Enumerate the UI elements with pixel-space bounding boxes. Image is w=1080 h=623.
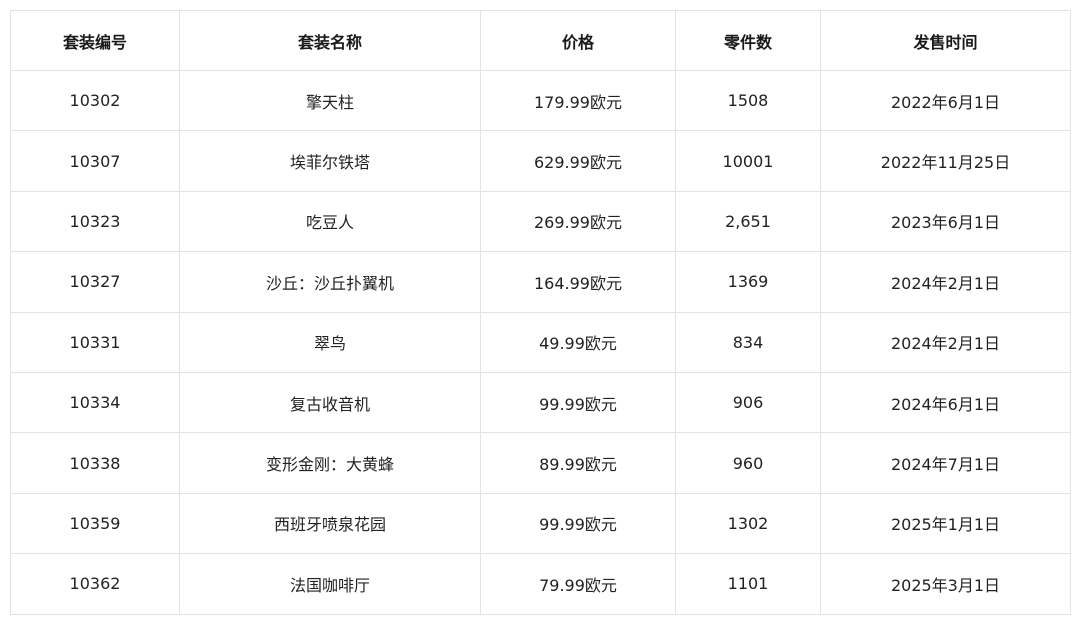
cell-set-name: 西班牙喷泉花园: [179, 492, 481, 555]
cell-price: 179.99欧元: [480, 69, 676, 132]
cell-set-number: 10331: [10, 311, 180, 373]
cell-set-number: 10327: [10, 251, 180, 313]
cell-price: 164.99欧元: [480, 251, 676, 313]
cell-price: 99.99欧元: [480, 371, 676, 434]
cell-release-date: 2025年1月1日: [820, 492, 1071, 555]
cell-set-name: 翠鸟: [179, 311, 481, 373]
column-header-set-name: 套装名称: [179, 10, 481, 71]
column-header-release-date: 发售时间: [820, 10, 1071, 71]
table-row: 10362 法国咖啡厅 79.99欧元 1101 2025年3月1日: [10, 553, 1071, 615]
column-header-set-number: 套装编号: [10, 10, 180, 71]
cell-release-date: 2024年2月1日: [820, 311, 1071, 373]
cell-set-number: 10302: [10, 69, 180, 132]
cell-release-date: 2024年6月1日: [820, 371, 1071, 434]
cell-piece-count: 1508: [675, 69, 821, 132]
column-header-piece-count: 零件数: [675, 10, 821, 71]
table-row: 10307 埃菲尔铁塔 629.99欧元 10001 2022年11月25日: [10, 130, 1071, 192]
cell-set-number: 10359: [10, 492, 180, 555]
cell-price: 79.99欧元: [480, 553, 676, 615]
cell-piece-count: 906: [675, 371, 821, 434]
table-row: 10323 吃豆人 269.99欧元 2,651 2023年6月1日: [10, 190, 1071, 253]
table-row: 10334 复古收音机 99.99欧元 906 2024年6月1日: [10, 371, 1071, 434]
cell-set-name: 埃菲尔铁塔: [179, 130, 481, 192]
lego-sets-table: 套装编号 套装名称 价格 零件数 发售时间 10302 擎天柱 179.99欧元 1508 20…: [10, 10, 1071, 615]
cell-set-name: 沙丘：沙丘扑翼机: [179, 251, 481, 313]
cell-set-number: 10338: [10, 432, 180, 494]
cell-set-name: 复古收音机: [179, 371, 481, 434]
table-row: 10359 西班牙喷泉花园 99.99欧元 1302 2025年1月1日: [10, 492, 1071, 555]
cell-price: 99.99欧元: [480, 492, 676, 555]
cell-piece-count: 2,651: [675, 190, 821, 253]
table-row: 10338 变形金刚：大黄蜂 89.99欧元 960 2024年7月1日: [10, 432, 1071, 494]
cell-price: 49.99欧元: [480, 311, 676, 373]
cell-set-number: 10334: [10, 371, 180, 434]
cell-piece-count: 1101: [675, 553, 821, 615]
cell-set-name: 法国咖啡厅: [179, 553, 481, 615]
cell-set-number: 10362: [10, 553, 180, 615]
table-row: 10302 擎天柱 179.99欧元 1508 2022年6月1日: [10, 69, 1071, 132]
cell-release-date: 2024年7月1日: [820, 432, 1071, 494]
cell-set-name: 擎天柱: [179, 69, 481, 132]
cell-price: 629.99欧元: [480, 130, 676, 192]
cell-set-number: 10323: [10, 190, 180, 253]
column-header-price: 价格: [480, 10, 676, 71]
cell-set-name: 变形金刚：大黄蜂: [179, 432, 481, 494]
cell-piece-count: 1369: [675, 251, 821, 313]
header-row: 套装编号 套装名称 价格 零件数 发售时间: [10, 10, 1071, 71]
cell-set-number: 10307: [10, 130, 180, 192]
cell-price: 89.99欧元: [480, 432, 676, 494]
cell-piece-count: 960: [675, 432, 821, 494]
cell-piece-count: 10001: [675, 130, 821, 192]
cell-release-date: 2023年6月1日: [820, 190, 1071, 253]
cell-set-name: 吃豆人: [179, 190, 481, 253]
cell-piece-count: 834: [675, 311, 821, 373]
cell-price: 269.99欧元: [480, 190, 676, 253]
table-row: 10327 沙丘：沙丘扑翼机 164.99欧元 1369 2024年2月1日: [10, 251, 1071, 313]
table-row: 10331 翠鸟 49.99欧元 834 2024年2月1日: [10, 311, 1071, 373]
cell-release-date: 2022年6月1日: [820, 69, 1071, 132]
cell-release-date: 2025年3月1日: [820, 553, 1071, 615]
cell-piece-count: 1302: [675, 492, 821, 555]
cell-release-date: 2022年11月25日: [820, 130, 1071, 192]
cell-release-date: 2024年2月1日: [820, 251, 1071, 313]
